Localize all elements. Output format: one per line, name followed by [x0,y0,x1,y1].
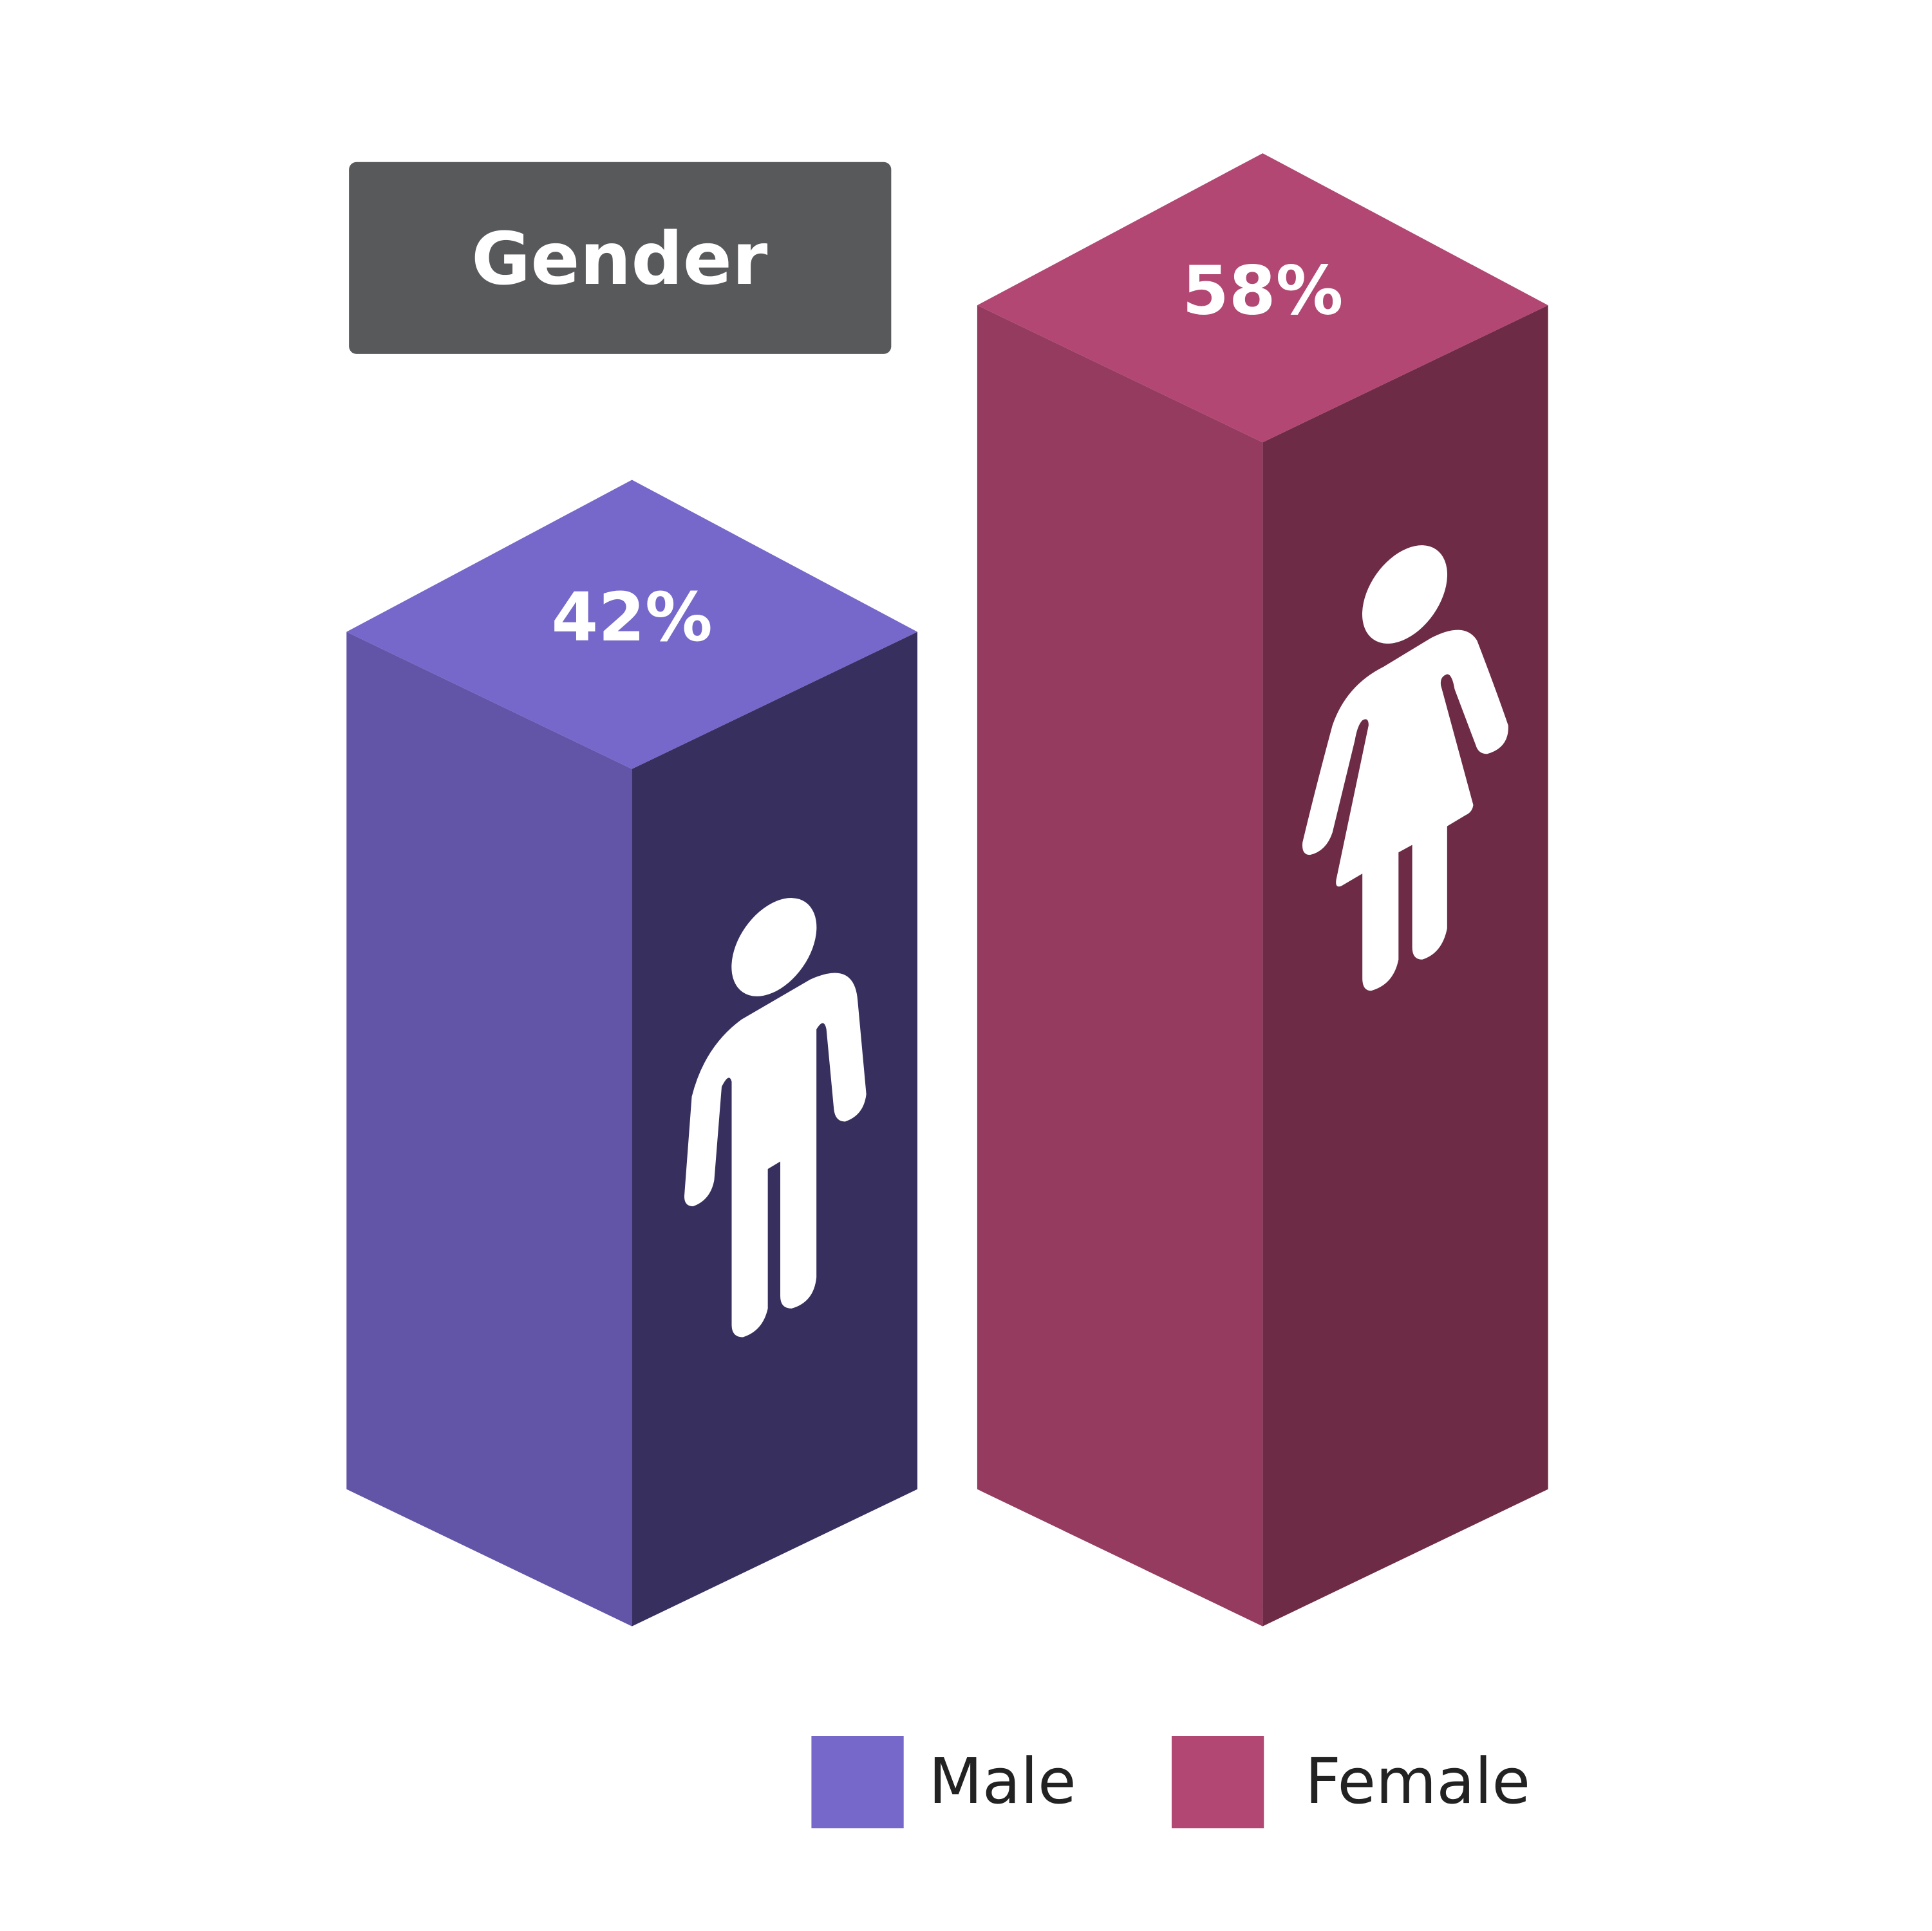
bar [977,153,1548,1627]
bars [346,153,1548,1627]
male-icon [684,898,867,1338]
legend-label: Female [1305,1745,1530,1818]
bar-top-face [346,480,917,769]
bar-right-face [1262,305,1548,1627]
title-box [349,162,892,354]
bar [346,480,917,1627]
legend-label: Male [928,1745,1076,1818]
female-icon [1302,545,1508,991]
value-label: 58% [1182,252,1343,330]
chart-title: Gender [471,218,768,301]
bar-left-face [346,631,632,1627]
bar-top-face [977,153,1548,443]
icons [684,545,1508,1338]
legend: Male Female [811,1735,1530,1829]
value-label: 42% [552,578,713,657]
legend-swatch [811,1735,904,1829]
bar-left-face [977,305,1263,1627]
legend-swatch [1171,1735,1264,1829]
